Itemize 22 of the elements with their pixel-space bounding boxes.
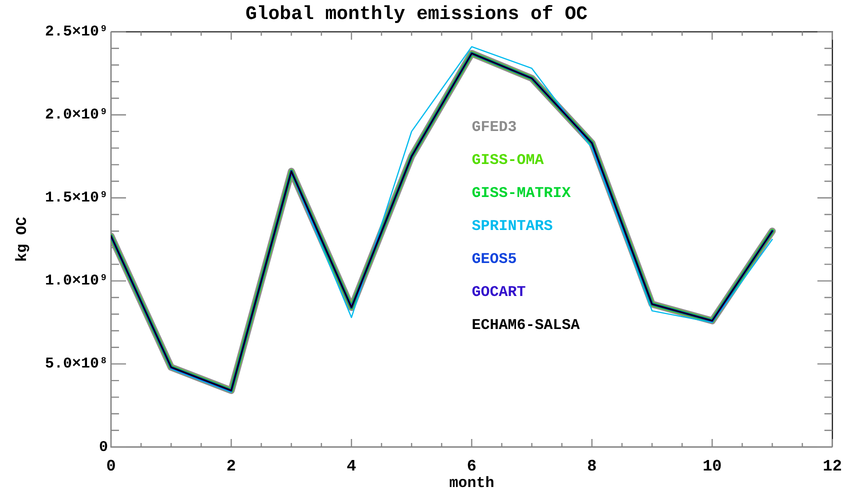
- text: GFED3: [472, 119, 517, 136]
- x-tick-label: 4: [346, 458, 357, 476]
- y-tick-label: 1.0×10⁹: [44, 272, 108, 290]
- text: ECHAM6-SALSA: [472, 317, 580, 334]
- y-tick-label: 2.0×10⁹: [44, 106, 108, 124]
- x-axis-title: month: [449, 474, 494, 492]
- text: GISS-OMA: [472, 152, 544, 170]
- x-tick-label: 8: [587, 458, 597, 476]
- y-tick-label: 1.5×10⁹: [44, 190, 108, 207]
- y-tick-label: 2.5×10⁹: [44, 24, 108, 41]
- y-tick-label: 5.0×10⁸: [44, 356, 108, 373]
- text: GISS-MATRIX: [472, 185, 571, 202]
- text: GOCART: [472, 284, 526, 302]
- x-tick-label: 6: [466, 458, 477, 476]
- y-tick-label: 0: [98, 438, 108, 456]
- chart-title: Global monthly emissions of OC: [245, 3, 588, 26]
- text: SPRINTARS: [472, 218, 553, 236]
- x-tick-label: 2: [226, 458, 236, 476]
- text: GEOS5: [472, 251, 517, 268]
- x-tick-label: 10: [702, 458, 722, 476]
- x-tick-label: 12: [822, 458, 842, 476]
- y-axis-title: kg OC: [14, 216, 31, 262]
